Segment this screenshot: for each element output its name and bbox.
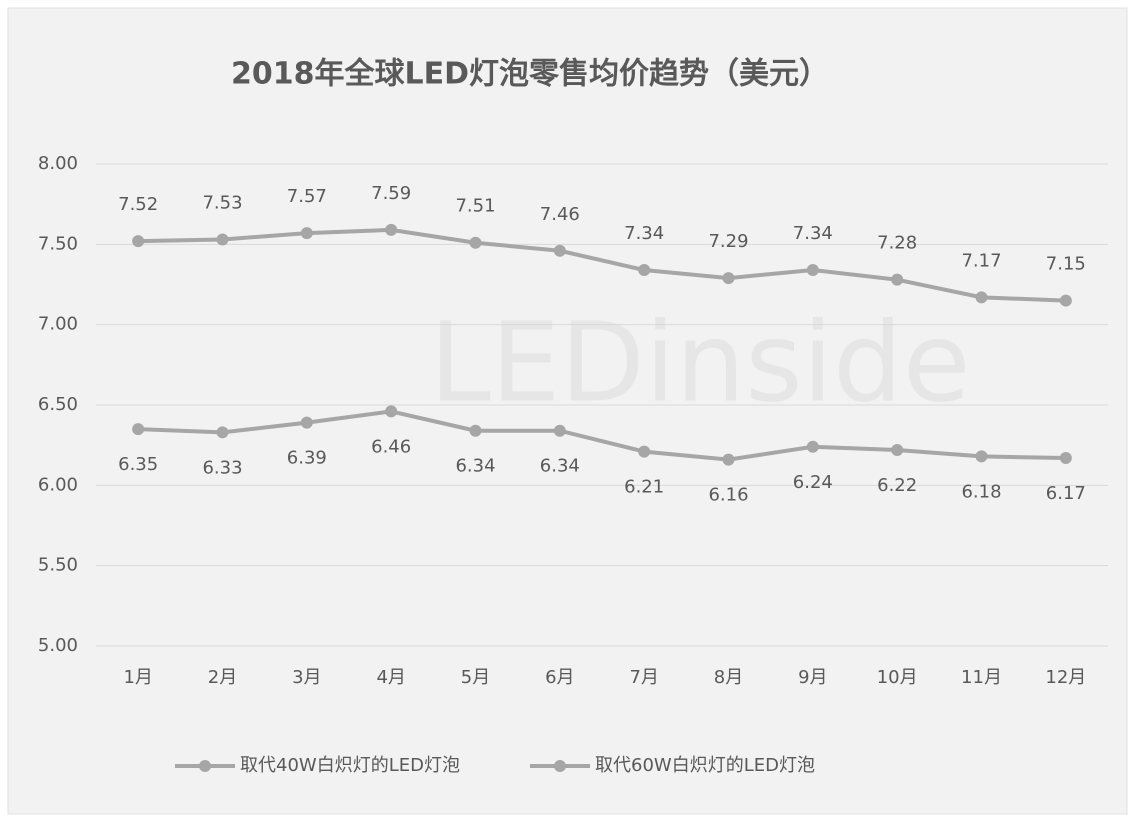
- data-label: 7.51: [455, 196, 495, 217]
- point: [806, 440, 819, 453]
- data-label: 6.46: [371, 436, 411, 457]
- point: [891, 273, 904, 286]
- point: [1059, 294, 1072, 307]
- data-label: 7.29: [708, 231, 748, 252]
- x-tick-label: 9月: [798, 667, 827, 688]
- data-label: 6.34: [540, 456, 580, 477]
- point: [385, 405, 398, 418]
- data-label: 7.46: [540, 204, 580, 225]
- y-tick-label: 6.00: [38, 474, 78, 495]
- point: [553, 244, 566, 257]
- x-tick-label: 10月: [877, 667, 918, 688]
- data-label: 6.18: [961, 481, 1001, 502]
- watermark: LEDinside: [429, 298, 970, 426]
- chart-background: [7, 7, 1128, 815]
- x-tick-label: 7月: [629, 667, 658, 688]
- x-tick-label: 12月: [1045, 667, 1086, 688]
- legend-label: 取代60W白炽灯的LED灯泡: [595, 755, 815, 776]
- data-label: 6.17: [1046, 483, 1086, 504]
- x-tick-label: 11月: [961, 667, 1002, 688]
- x-tick-label: 2月: [208, 667, 237, 688]
- data-label: 7.53: [202, 193, 242, 214]
- data-label: 6.39: [287, 448, 327, 469]
- data-label: 7.57: [287, 186, 327, 207]
- data-label: 6.24: [793, 472, 833, 493]
- point: [553, 424, 566, 437]
- point: [1059, 452, 1072, 465]
- point: [216, 233, 229, 246]
- point: [722, 453, 735, 466]
- data-label: 6.35: [118, 454, 158, 475]
- data-label: 6.34: [455, 456, 495, 477]
- x-tick-label: 8月: [714, 667, 743, 688]
- y-tick-label: 6.50: [38, 394, 78, 415]
- data-label: 7.34: [624, 223, 664, 244]
- data-label: 7.34: [793, 223, 833, 244]
- y-tick-label: 5.50: [38, 555, 78, 576]
- data-label: 6.21: [624, 477, 664, 498]
- point: [132, 235, 145, 248]
- legend-marker: [199, 760, 211, 772]
- point: [975, 450, 988, 463]
- x-tick-label: 4月: [376, 667, 405, 688]
- x-tick-label: 6月: [545, 667, 574, 688]
- point: [975, 291, 988, 304]
- y-tick-label: 5.00: [38, 635, 78, 656]
- data-label: 7.59: [371, 183, 411, 204]
- legend-marker: [554, 760, 566, 772]
- point: [216, 426, 229, 439]
- data-label: 7.28: [877, 233, 917, 254]
- x-tick-label: 5月: [461, 667, 490, 688]
- point: [300, 416, 313, 429]
- point: [891, 443, 904, 456]
- point: [385, 223, 398, 236]
- point: [638, 445, 651, 458]
- x-tick-label: 3月: [292, 667, 321, 688]
- legend-label: 取代40W白炽灯的LED灯泡: [240, 755, 460, 776]
- point: [469, 236, 482, 249]
- point: [132, 423, 145, 436]
- point: [722, 272, 735, 285]
- series-line: [138, 227, 1066, 303]
- data-label: 6.33: [202, 457, 242, 478]
- y-tick-label: 7.50: [38, 233, 78, 254]
- data-label: 6.16: [708, 485, 748, 506]
- point: [469, 424, 482, 437]
- y-tick-label: 7.00: [38, 314, 78, 335]
- data-label: 6.22: [877, 475, 917, 496]
- point: [300, 227, 313, 240]
- series-line: [138, 409, 1066, 462]
- y-tick-label: 8.00: [38, 153, 78, 174]
- point: [806, 264, 819, 277]
- chart-title: 2018年全球LED灯泡零售均价趋势（美元）: [231, 57, 829, 92]
- point: [638, 264, 651, 277]
- data-label: 7.52: [118, 194, 158, 215]
- data-label: 7.15: [1046, 254, 1086, 275]
- x-tick-label: 1月: [123, 667, 152, 688]
- data-label: 7.17: [961, 250, 1001, 271]
